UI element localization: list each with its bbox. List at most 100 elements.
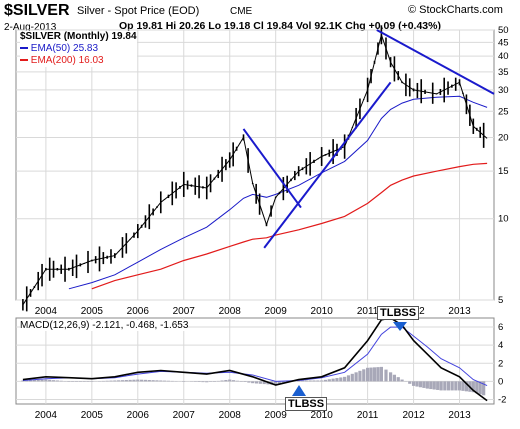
histogram-bar [105, 380, 109, 382]
trendline [376, 29, 495, 95]
price-ytick-label: 45 [498, 37, 509, 48]
histogram-bar [32, 380, 36, 382]
histogram-bar [243, 381, 247, 382]
histogram-bar [159, 380, 163, 382]
histogram-bar [124, 380, 128, 382]
histogram-bar [67, 381, 71, 382]
histogram-bar [384, 369, 388, 382]
histogram-bar [197, 381, 201, 382]
histogram-bar [132, 379, 136, 382]
histogram-bar [432, 381, 436, 390]
histogram-bar [308, 380, 312, 382]
histogram-bar [457, 381, 462, 391]
trendline-layer [242, 29, 495, 249]
macd-xtick-label: 2010 [311, 410, 334, 421]
histogram-bar [415, 381, 419, 387]
histogram-bar [55, 380, 59, 382]
histogram-bar [461, 381, 465, 391]
histogram-bar [450, 381, 454, 391]
histogram-bar [251, 381, 255, 384]
price-xtick-label: 2011 [357, 306, 379, 317]
histogram-bar [239, 381, 243, 382]
histogram-bar [369, 367, 373, 382]
histogram-bar [201, 381, 205, 383]
histogram-bar [429, 381, 433, 390]
macd-xtick-label: 2007 [173, 410, 196, 421]
histogram-bar [143, 379, 148, 382]
histogram-bar [331, 378, 335, 382]
macd-ytick-label: 2 [498, 358, 503, 369]
histogram-bar [113, 380, 117, 382]
price-ytick-label: 10 [498, 214, 509, 225]
histogram-bar [358, 370, 362, 382]
price-layer [22, 25, 488, 312]
grid-layer [16, 29, 494, 404]
legend-price: $SILVER (Monthly) 19.84 [20, 31, 137, 42]
histogram-bar [140, 379, 144, 382]
macd-panel-frame [15, 317, 495, 405]
histogram-bar [446, 381, 451, 391]
histogram-bar [212, 381, 217, 382]
histogram-bar [78, 381, 82, 382]
axis-layer: 2004200420052005200620062007200720082008… [35, 25, 509, 421]
macd-layer [22, 317, 488, 402]
macd-xtick-label: 2013 [448, 410, 471, 421]
histogram-bar [258, 381, 262, 384]
price-xtick-label: 2006 [127, 306, 150, 317]
macd-legend: MACD(12,26,9) -2.121, -0.468, -1.653 [20, 320, 189, 331]
macd-xtick-label: 2005 [81, 410, 104, 421]
histogram-bar [74, 381, 79, 382]
macd-xtick-label: 2008 [219, 410, 242, 421]
histogram-bar [327, 379, 331, 382]
macd-line [22, 317, 488, 402]
histogram-bar [44, 379, 48, 382]
histogram-bar [339, 377, 343, 382]
ema50-layer [68, 95, 488, 290]
histogram-bar [235, 380, 239, 382]
histogram-bar [350, 373, 354, 382]
histogram-bar [36, 379, 40, 382]
histogram-bar [475, 381, 479, 394]
histogram-bar [335, 378, 339, 382]
histogram-bar [482, 381, 486, 396]
date-label: 2-Aug-2013 [4, 22, 57, 33]
macd-xtick-label: 2004 [35, 410, 58, 421]
histogram-bar [300, 380, 305, 382]
macd-xtick-label: 2009 [265, 410, 288, 421]
price-ytick-label: 30 [498, 85, 509, 96]
histogram-bar [71, 381, 75, 382]
price-ytick-label: 20 [498, 132, 509, 143]
tlbss-top-label: TLBSS [377, 306, 420, 320]
histogram-bar [25, 380, 29, 382]
histogram-bar [136, 379, 140, 382]
histogram-bar [220, 380, 224, 382]
price-xtick-label: 2013 [448, 306, 471, 317]
price-xtick-label: 2005 [81, 306, 104, 317]
price-xtick-label: 2007 [173, 306, 196, 317]
histogram-bar [231, 380, 236, 382]
macd-ytick-label: 0 [498, 376, 503, 387]
histogram-bar [425, 381, 429, 389]
histogram-bar [254, 381, 259, 384]
instrument-name: Silver - Spot Price (EOD) [77, 5, 200, 17]
histogram-bar [379, 366, 383, 382]
price-xtick-label: 2008 [219, 306, 242, 317]
histogram-bar [228, 379, 232, 382]
exchange-label: CME [230, 6, 253, 17]
histogram-bar [418, 381, 423, 388]
histogram-bar [128, 379, 132, 382]
price-ytick-label: 35 [498, 67, 509, 78]
histogram-bar [436, 381, 440, 390]
tlbss-bottom-arrow [292, 385, 306, 396]
price-ytick-label: 5 [498, 295, 503, 306]
copyright-label: © StockCharts.com [408, 4, 503, 16]
histogram-bar [48, 379, 52, 382]
trendline [263, 81, 392, 249]
signal-line [22, 326, 488, 387]
ohlc-readout: Op 19.81 Hi 20.26 Lo 19.18 Cl 19.84 Vol … [119, 20, 441, 32]
price-ytick-label: 50 [498, 25, 509, 36]
histogram-bar [422, 381, 426, 388]
histogram-bar [182, 381, 186, 382]
